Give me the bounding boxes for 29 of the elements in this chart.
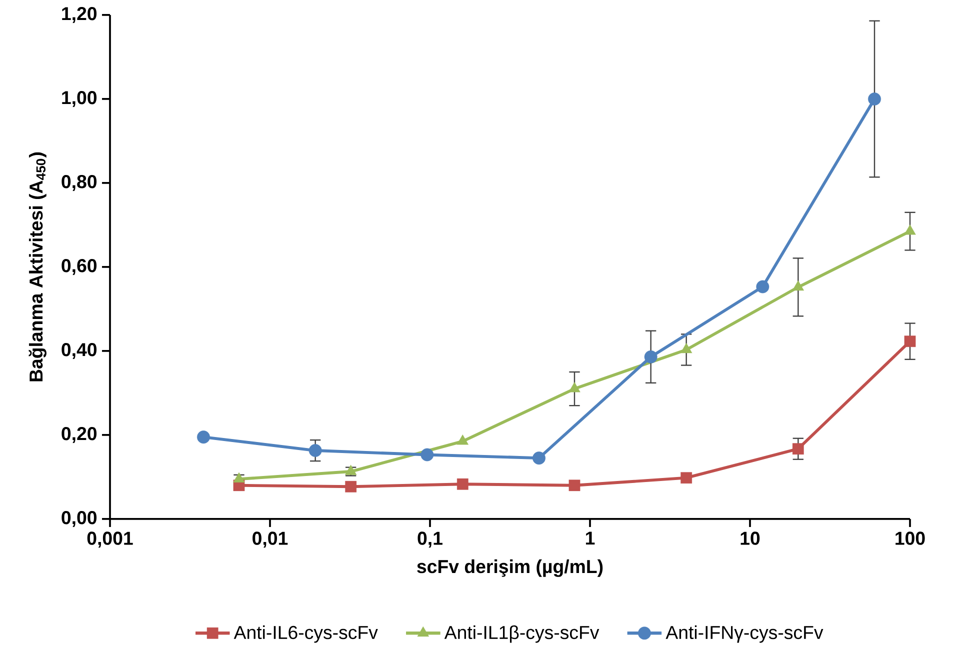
- point: [568, 382, 580, 392]
- x-tick-label: 0,01: [252, 532, 288, 548]
- x-tick-label: 0,1: [418, 532, 442, 548]
- x-tick-label: 1: [586, 532, 595, 545]
- y-tick-label: 1,20: [62, 7, 97, 23]
- point: [568, 480, 580, 492]
- point: [345, 480, 356, 492]
- x-axis-title: scFv derişim (µg/mL): [417, 559, 603, 577]
- x-tick-label: 0,001: [87, 532, 133, 548]
- point: [904, 224, 916, 235]
- point: [904, 336, 916, 348]
- legend-label: Anti-IL6-cys-scFv: [234, 625, 378, 643]
- y-tick-label: 0,60: [62, 259, 97, 275]
- legend-label: Anti-IL1β-cys-scFv: [444, 625, 600, 643]
- y-axis-title: Bağlanma Aktivitesi (A$_{450}$): [28, 152, 46, 382]
- x-tick-label: 100: [896, 532, 925, 545]
- y-tick-label: 0,20: [62, 427, 97, 443]
- point: [680, 472, 692, 484]
- point: [792, 443, 804, 455]
- point: [792, 280, 804, 291]
- legend-label: Anti-IFNγ-cys-scFv: [666, 625, 824, 643]
- y-tick-label: 0,80: [62, 175, 97, 191]
- y-tick-label: 0,40: [62, 343, 97, 359]
- y-tick-label: 1,00: [62, 91, 97, 107]
- point: [680, 342, 692, 354]
- x-tick-label: 10: [740, 532, 760, 545]
- point: [456, 478, 468, 490]
- point: [456, 434, 469, 445]
- y-tick-label: 0,00: [62, 511, 97, 527]
